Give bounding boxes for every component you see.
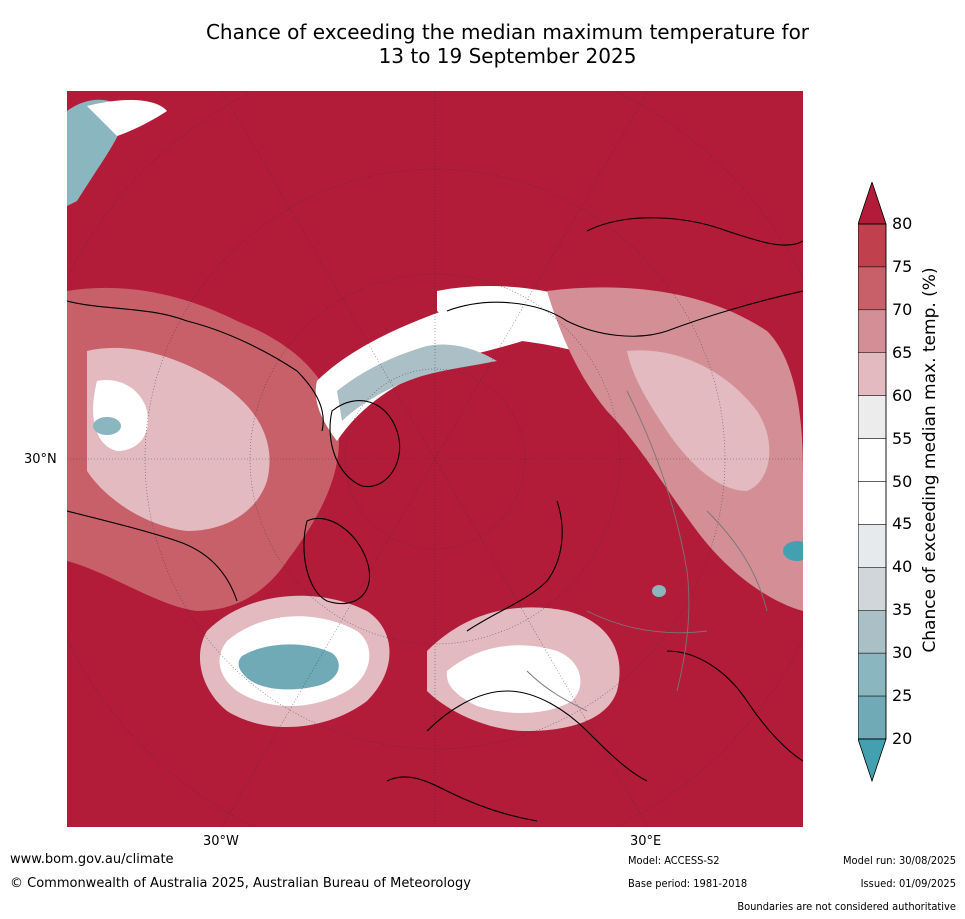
footer-website: www.bom.gov.au/climate [10,852,174,867]
colorbar-tick-label: 45 [892,514,913,534]
colorbar-band [858,266,887,311]
colorbar-outline [858,223,887,740]
colorbar-band [858,652,887,697]
lat-label-30n: 30°N [24,452,57,467]
footer-copyright: © Commonwealth of Australia 2025, Austra… [10,876,471,891]
atlantic-cool [238,644,339,690]
central-asia-cool [652,585,666,597]
colorbar-tick-label: 75 [892,256,913,276]
footer-model-run: Model run: 30/08/2025 [843,854,956,867]
colorbar-band [858,352,887,396]
chart-title: Chance of exceeding the median maximum t… [0,20,965,68]
forecast-map [67,91,803,827]
colorbar-title: Chance of exceeding median max. temp. (%… [920,267,940,653]
colorbar-tick-label: 35 [892,600,913,620]
lon-label-30w: 30°W [203,834,239,849]
asia-cool-patch [783,541,803,561]
colorbar-band [858,695,887,740]
coastlines [67,217,803,822]
colorbar-band [858,481,887,525]
siberia-neutral [627,350,770,491]
colorbar-band [858,309,887,354]
colorbar [858,182,887,782]
title-line-2: 13 to 19 September 2025 [378,44,637,68]
colorbar-tick-label: 40 [892,557,913,577]
colorbar-band [858,223,887,268]
colorbar-band [858,567,887,611]
lon-label-30e: 30°E [630,834,662,849]
colorbar-tick-label: 25 [892,686,913,706]
map-canvas [67,91,803,827]
colorbar-top-arrow [858,182,887,225]
title-line-1: Chance of exceeding the median maximum t… [205,20,810,44]
footer-base-period: Base period: 1981-2018 [628,877,748,890]
colorbar-tick-label: 20 [892,729,913,748]
colorbar-tick-label: 80 [892,214,913,233]
colorbar-tick-label: 30 [892,643,913,663]
colorbar-band [858,524,887,568]
borders [526,390,768,712]
colorbar-tick-label: 70 [892,299,913,319]
colorbar-band [858,438,887,482]
pacific-neutral [87,99,167,136]
colorbar-tick-label: 60 [892,385,913,405]
colorbar-tick-label: 50 [892,471,913,491]
colorbar-tick-label: 55 [892,428,913,448]
colorbar-bottom-arrow [858,738,887,782]
arctic-cool-strip [337,344,497,421]
colorbar-tick-label: 65 [892,342,913,362]
colorbar-band [858,610,887,654]
colorbar-band [858,395,887,439]
footer-disclaimer: Boundaries are not considered authoritat… [737,900,956,913]
north-america-cool [93,417,121,435]
footer-issued: Issued: 01/09/2025 [860,877,956,890]
siberia-warm [547,287,803,611]
footer-model: Model: ACCESS-S2 [628,854,720,867]
graticule [67,91,803,827]
